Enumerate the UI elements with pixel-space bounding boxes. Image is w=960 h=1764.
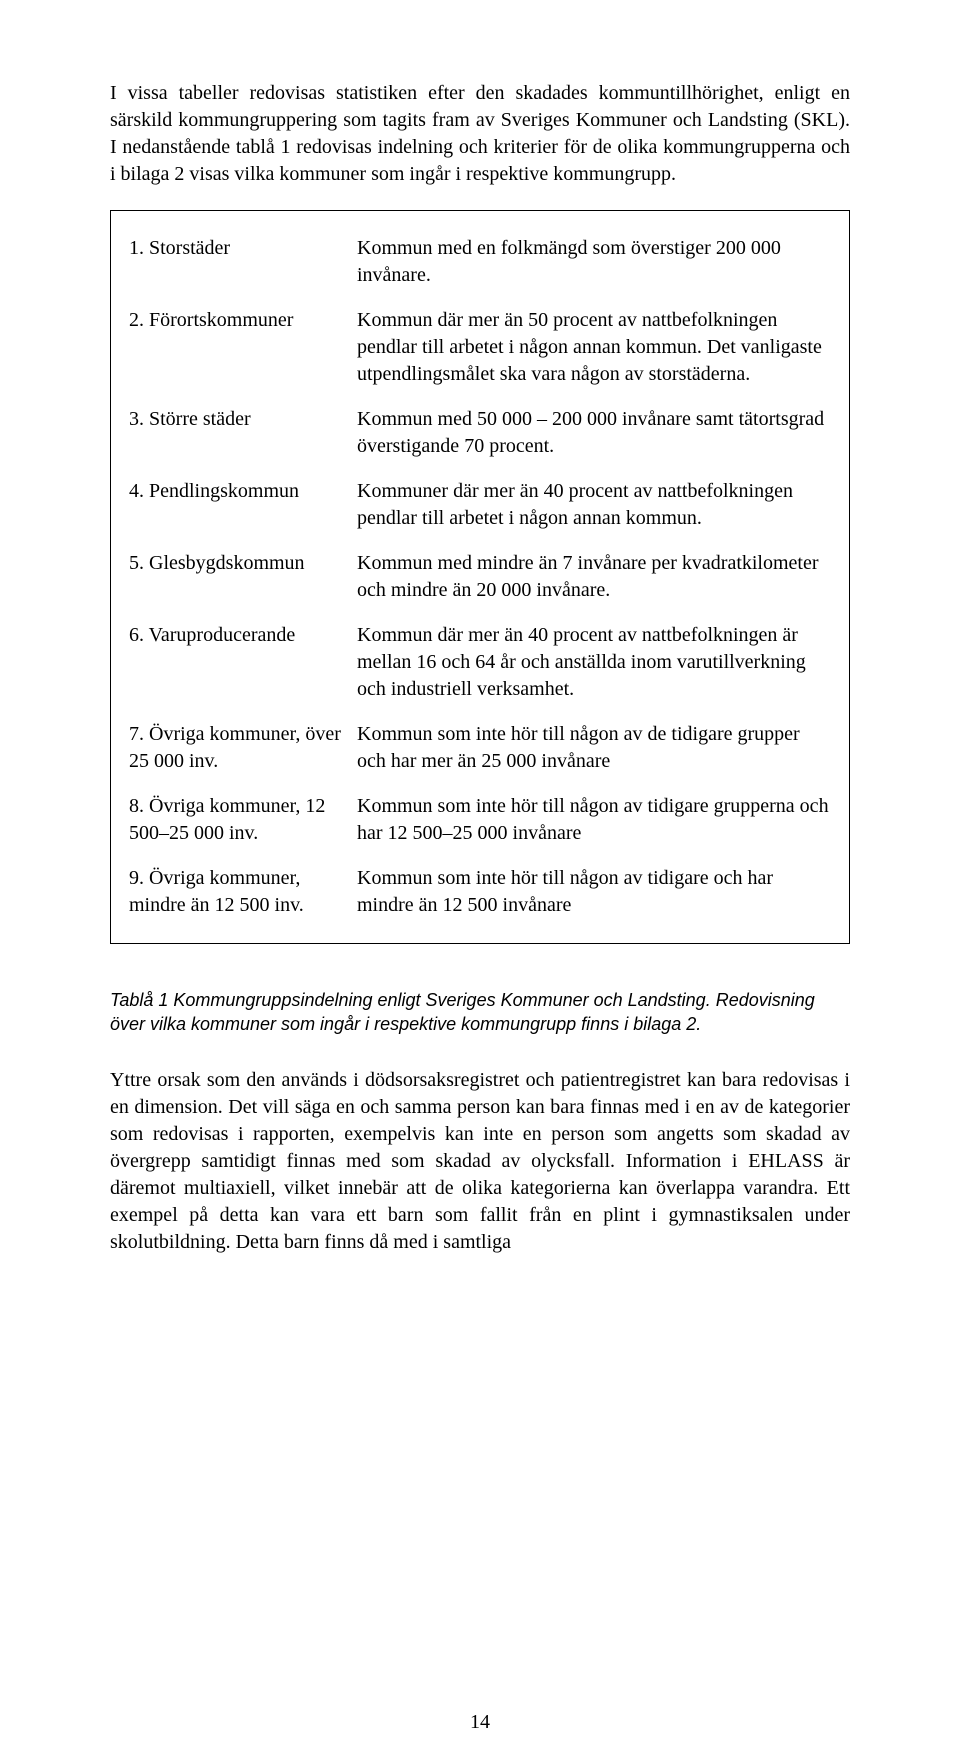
def-label: 4. Pendlingskommun [129,478,357,532]
def-desc: Kommuner där mer än 40 procent av nattbe… [357,478,831,532]
def-desc: Kommun där mer än 40 procent av nattbefo… [357,622,831,703]
def-label: 7. Övriga kommuner, över 25 000 inv. [129,721,357,775]
def-row: 6. Varuproducerande Kommun där mer än 40… [129,622,831,703]
def-row: 3. Större städer Kommun med 50 000 – 200… [129,406,831,460]
def-label: 6. Varuproducerande [129,622,357,703]
def-label: 2. Förortskommuner [129,307,357,388]
page: I vissa tabeller redovisas statistiken e… [0,0,960,1764]
def-row: 5. Glesbygdskommun Kommun med mindre än … [129,550,831,604]
def-label: 1. Storstäder [129,235,357,289]
table-caption: Tablå 1 Kommungruppsindelning enligt Sve… [110,988,850,1037]
def-desc: Kommun som inte hör till någon av tidiga… [357,865,831,919]
def-desc: Kommun som inte hör till någon av de tid… [357,721,831,775]
def-row: 8. Övriga kommuner, 12 500–25 000 inv. K… [129,793,831,847]
def-desc: Kommun som inte hör till någon av tidiga… [357,793,831,847]
def-row: 4. Pendlingskommun Kommuner där mer än 4… [129,478,831,532]
def-label: 5. Glesbygdskommun [129,550,357,604]
def-desc: Kommun med mindre än 7 invånare per kvad… [357,550,831,604]
intro-paragraph: I vissa tabeller redovisas statistiken e… [110,80,850,188]
definitions-box: 1. Storstäder Kommun med en folkmängd so… [110,210,850,944]
def-label: 9. Övriga kommuner, mindre än 12 500 inv… [129,865,357,919]
page-number: 14 [0,1711,960,1734]
def-row: 7. Övriga kommuner, över 25 000 inv. Kom… [129,721,831,775]
def-desc: Kommun där mer än 50 procent av nattbefo… [357,307,831,388]
def-row: 1. Storstäder Kommun med en folkmängd so… [129,235,831,289]
def-row: 2. Förortskommuner Kommun där mer än 50 … [129,307,831,388]
def-label: 3. Större städer [129,406,357,460]
def-label: 8. Övriga kommuner, 12 500–25 000 inv. [129,793,357,847]
body-paragraph: Yttre orsak som den används i dödsorsaks… [110,1067,850,1256]
def-desc: Kommun med 50 000 – 200 000 invånare sam… [357,406,831,460]
def-row: 9. Övriga kommuner, mindre än 12 500 inv… [129,865,831,919]
def-desc: Kommun med en folkmängd som överstiger 2… [357,235,831,289]
